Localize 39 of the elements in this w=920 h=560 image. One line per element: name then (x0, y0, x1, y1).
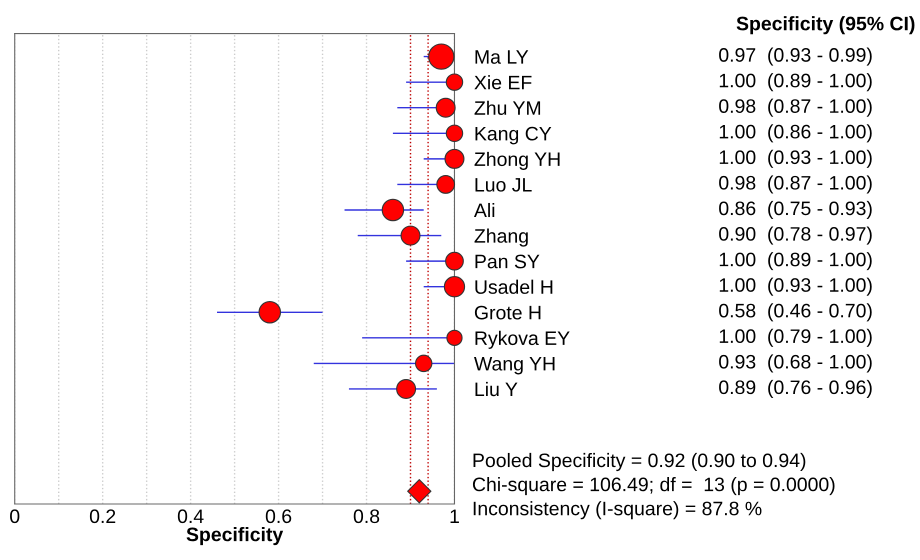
y-tick-label: Luo JL (476, 178, 532, 192)
data-label: 1.00 (0.93 - 1.00) (720, 150, 872, 168)
text: Inconsistency (I-square) = 87.8 % (474, 501, 762, 520)
y-tick-label: Pan SY (476, 254, 540, 268)
data-label: 0.90 (0.78 - 0.97) (719, 226, 872, 245)
y-tick-label: Kang CY (476, 126, 552, 144)
data-label: 1.00 (0.79 - 1.00) (720, 328, 872, 347)
data-label: 0.97 (0.93 - 0.99) (719, 48, 872, 66)
y-tick-label: Zhang (474, 228, 528, 247)
data-label: 1.00 (0.89 - 1.00) (720, 252, 872, 270)
data-label: 0.86 (0.75 - 0.93) (719, 200, 872, 220)
text: Chi-square = 106.49; df = 13 (p = 0.0000) (472, 477, 834, 496)
x-tick-label: 1 (450, 510, 459, 523)
y-tick-label: Liu Y (476, 382, 518, 396)
y-tick-label: Xie EF (474, 75, 532, 90)
x-tick-label: 0 (10, 509, 20, 524)
text: Pooled Specificity = 0.92 (0.90 to 0.94) (474, 452, 806, 472)
data-label: 0.89 (0.76 - 0.96) (719, 380, 872, 398)
data-label: 0.58 (0.46 - 0.70) (719, 303, 872, 322)
y-tick-label: Grote H (474, 306, 540, 320)
data-label: 0.93 (0.68 - 1.00) (719, 354, 872, 372)
y-tick-label: Usadel H (475, 280, 552, 294)
x-axis-title: Specificity (186, 526, 284, 546)
y-tick-label: Ali (474, 202, 494, 218)
data-label: 1.00 (0.93 - 1.00) (720, 278, 872, 296)
data-label: 0.98 (0.87 - 1.00) (719, 98, 872, 117)
y-tick-label: Zhu YM (474, 100, 540, 115)
x-tick-label: 0.8 (354, 509, 380, 524)
text: Specificity (95% CI) (736, 16, 914, 34)
x-tick-label: 0.4 (178, 509, 204, 524)
y-tick-label: Wang YH (474, 357, 554, 374)
y-tick-label: Zhong YH (474, 152, 560, 170)
y-tick-label: Ma LY (476, 50, 528, 64)
x-tick-label: 0.2 (90, 509, 116, 524)
data-label: 1.00 (0.89 - 1.00) (720, 73, 872, 92)
y-tick-label: Rykova EY (476, 330, 570, 349)
data-label: 1.00 (0.86 - 1.00) (720, 124, 872, 142)
data-label: 0.98 (0.87 - 1.00) (719, 175, 872, 194)
x-tick-label: 0.6 (266, 509, 292, 524)
